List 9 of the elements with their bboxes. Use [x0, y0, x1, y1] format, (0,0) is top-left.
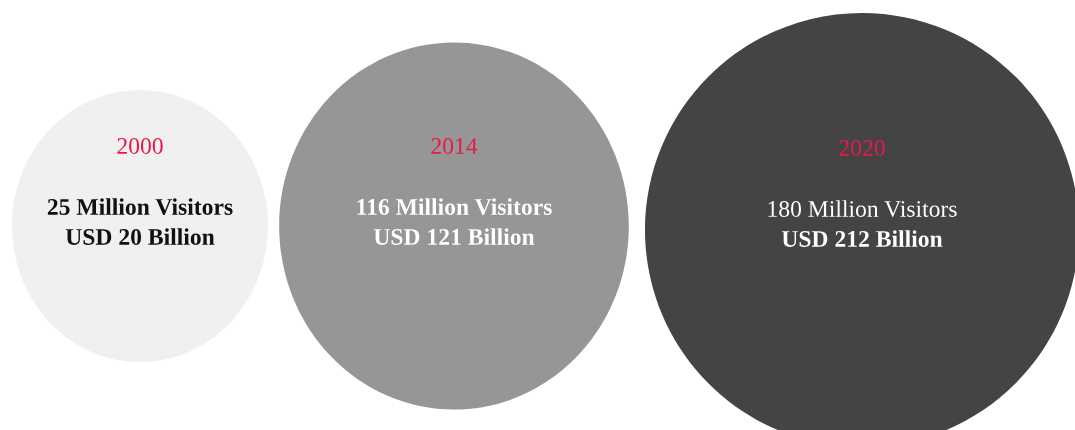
data-label: 180 Million Visitors — [768, 200, 957, 218]
category-label: 2020 — [839, 139, 885, 156]
data-label: USD 121 Billion — [373, 228, 535, 245]
data-label: 25 Million Visitors — [47, 198, 233, 216]
data-label: 116 Million Visitors — [357, 198, 552, 216]
data-label: USD 20 Billion — [65, 228, 215, 245]
category-label: 2014 — [431, 137, 478, 154]
data-label: USD 212 Billion — [781, 230, 943, 247]
category-label: 2000 — [117, 137, 163, 154]
